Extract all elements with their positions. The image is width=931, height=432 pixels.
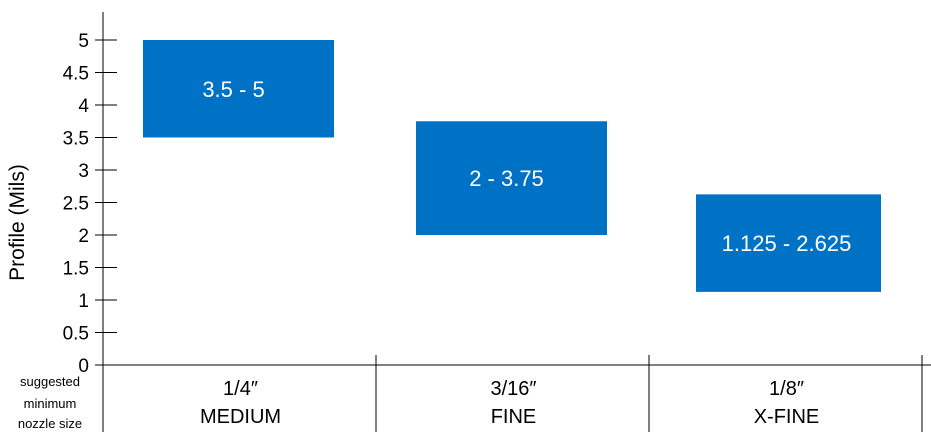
y-tick-label: 1 xyxy=(78,291,89,312)
y-tick-label: 0 xyxy=(78,356,89,377)
y-tick-label: 3.5 xyxy=(63,129,89,150)
y-tick-label: 1.5 xyxy=(63,259,89,280)
range-bar xyxy=(143,40,334,138)
y-tick-label: 0.5 xyxy=(63,324,89,345)
range-bar xyxy=(696,194,881,292)
range-bar-label: 1.125 - 2.625 xyxy=(722,231,852,256)
range-bar xyxy=(416,121,607,235)
category-size-label: 1/4″ xyxy=(223,378,258,400)
y-tick-label: 4 xyxy=(78,96,89,117)
y-tick-label: 5 xyxy=(78,31,89,52)
y-tick-label: 2 xyxy=(78,226,89,247)
y-axis-label: Profile (Mils) xyxy=(6,164,29,281)
category-grade-label: FINE xyxy=(491,406,537,428)
category-grade-label: X-FINE xyxy=(754,406,820,428)
y-tick-label: 3 xyxy=(78,161,89,182)
y-tick-label: 4.5 xyxy=(63,64,89,85)
x-note-label: nozzle size xyxy=(18,416,82,431)
y-tick-label: 2.5 xyxy=(63,194,89,215)
category-size-label: 3/16″ xyxy=(490,378,536,400)
range-bar-label: 2 - 3.75 xyxy=(469,166,544,191)
range-bar-label: 3.5 - 5 xyxy=(202,77,264,102)
x-note-label: suggested xyxy=(20,374,80,389)
x-note-label: minimum xyxy=(24,396,77,411)
category-grade-label: MEDIUM xyxy=(200,406,281,428)
category-size-label: 1/8″ xyxy=(769,378,804,400)
